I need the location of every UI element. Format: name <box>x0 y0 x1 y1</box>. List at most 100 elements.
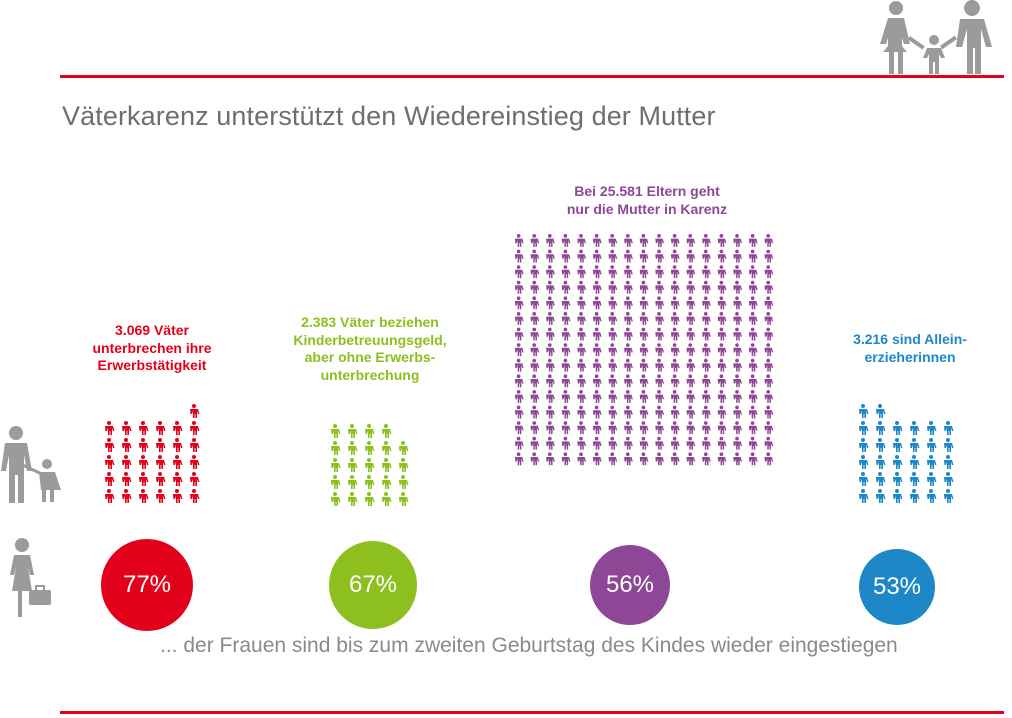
pictogram-person-purple <box>561 296 571 310</box>
pictogram-person-purple <box>577 280 587 294</box>
pictogram-person-purple <box>592 280 602 294</box>
pictogram-person-purple <box>561 280 571 294</box>
pictogram-person-purple <box>686 405 696 419</box>
pictogram-person-green <box>331 441 341 455</box>
pictogram-person-purple <box>530 358 540 372</box>
pictogram-person-red <box>190 472 200 486</box>
pictogram-person-purple <box>670 265 680 279</box>
pictogram-person-purple <box>530 280 540 294</box>
pictogram-person-red <box>105 489 115 503</box>
pictogram-person-purple <box>639 312 649 325</box>
pictogram-person-purple <box>639 234 649 247</box>
pictogram-person-green <box>382 441 392 455</box>
pictogram-person-purple <box>764 343 774 357</box>
pictogram-person-blue <box>944 455 954 469</box>
pictogram-person-blue <box>876 438 886 452</box>
pictogram-person-purple <box>561 405 571 419</box>
pictogram-person-purple <box>702 390 711 403</box>
percent-value-red: 77% <box>122 571 172 598</box>
pictogram-person-purple <box>577 358 587 372</box>
pictogram-person-green <box>348 424 358 438</box>
pictogram-person-green <box>348 492 358 506</box>
pictogram-person-red <box>139 421 149 435</box>
pictogram-person-purple <box>748 436 758 450</box>
pictogram-person-red <box>105 455 115 469</box>
pictogram-person-purple <box>608 421 618 435</box>
pictogram-person-blue <box>927 472 937 486</box>
percent-value-green: 67% <box>348 571 398 598</box>
pictogram-person-purple <box>561 436 571 450</box>
pictogram-person-purple <box>733 234 743 247</box>
pictogram-person-purple <box>530 249 540 263</box>
pictogram-person-purple <box>639 421 649 435</box>
pictogram-person-purple <box>561 265 571 279</box>
pictogram-person-purple <box>608 343 618 357</box>
pictogram-person-purple <box>592 436 602 450</box>
pictogram-person-purple <box>655 265 665 279</box>
pictogram-person-purple <box>748 296 758 310</box>
pictogram-person-blue <box>927 489 937 503</box>
parent-with-child-icon <box>1 426 61 503</box>
pictogram-person-purple <box>748 312 758 325</box>
pictogram-person-purple <box>530 343 540 357</box>
pictogram-person-purple <box>670 374 680 388</box>
pictogram-person-purple <box>608 296 618 310</box>
pictogram-person-purple <box>733 390 743 403</box>
pictogram-person-purple <box>655 436 665 450</box>
pictogram-person-purple <box>577 312 587 325</box>
pictogram-person-purple <box>546 390 555 403</box>
pictogram-person-purple <box>577 249 587 263</box>
top-rule <box>60 75 1004 78</box>
pictogram-person-purple <box>717 421 727 435</box>
pictogram-person-purple <box>530 421 540 435</box>
pictogram-person-purple <box>592 452 602 466</box>
pictogram-person-purple <box>748 265 758 279</box>
pictogram-person-purple <box>546 249 555 263</box>
pictogram-person-purple <box>561 390 571 403</box>
pictogram-person-purple <box>702 421 711 435</box>
pictogram-person-purple <box>717 405 727 419</box>
pictogram-person-purple <box>546 296 555 310</box>
pictogram-person-green <box>399 441 409 455</box>
pictogram-person-blue <box>876 455 886 469</box>
percent-circle-red: 77% <box>101 539 193 631</box>
pictogram-person-red <box>190 438 200 452</box>
pictogram-person-purple <box>624 343 633 357</box>
pictogram-person-purple <box>514 452 524 466</box>
pictogram-person-purple <box>561 421 571 435</box>
pictogram-person-red <box>190 455 200 469</box>
pictogram-person-purple <box>733 327 743 341</box>
pictogram-person-red <box>190 489 200 503</box>
pictogram-person-blue <box>893 472 903 486</box>
pictogram-person-purple <box>686 452 696 466</box>
pictogram-person-purple <box>686 234 696 247</box>
pictogram-person-blue <box>927 421 937 435</box>
pictogram-person-blue <box>893 455 903 469</box>
pictogram-person-purple <box>624 265 633 279</box>
pictogram-person-purple <box>733 265 743 279</box>
pictogram-person-blue <box>927 455 937 469</box>
pictogram-person-purple <box>639 296 649 310</box>
pictogram-person-green <box>365 492 375 506</box>
pictogram-person-purple <box>561 374 571 388</box>
pictogram-person-red <box>156 455 166 469</box>
pictogram-person-purple <box>670 280 680 294</box>
pictogram-person-purple <box>514 234 524 247</box>
pictogram-person-purple <box>561 343 571 357</box>
pictogram-person-purple <box>514 405 524 419</box>
percent-circle-green: 67% <box>329 541 417 629</box>
pictogram-person-purple <box>546 312 555 325</box>
group-label-purple: Bei 25.581 Eltern geht nur die Mutter in… <box>566 183 728 217</box>
pictogram-person-purple <box>577 234 587 247</box>
pictogram-person-purple <box>733 436 743 450</box>
pictogram-person-purple <box>577 374 587 388</box>
pictogram-person-purple <box>717 343 727 357</box>
pictogram-person-purple <box>530 405 540 419</box>
pictogram-person-green <box>399 492 409 506</box>
pictogram-person-purple <box>639 327 649 341</box>
pictogram-person-purple <box>639 280 649 294</box>
pictogram-person-purple <box>592 312 602 325</box>
pictogram-person-blue <box>859 489 869 503</box>
family-icon <box>880 0 992 74</box>
pictogram-person-purple <box>686 421 696 435</box>
